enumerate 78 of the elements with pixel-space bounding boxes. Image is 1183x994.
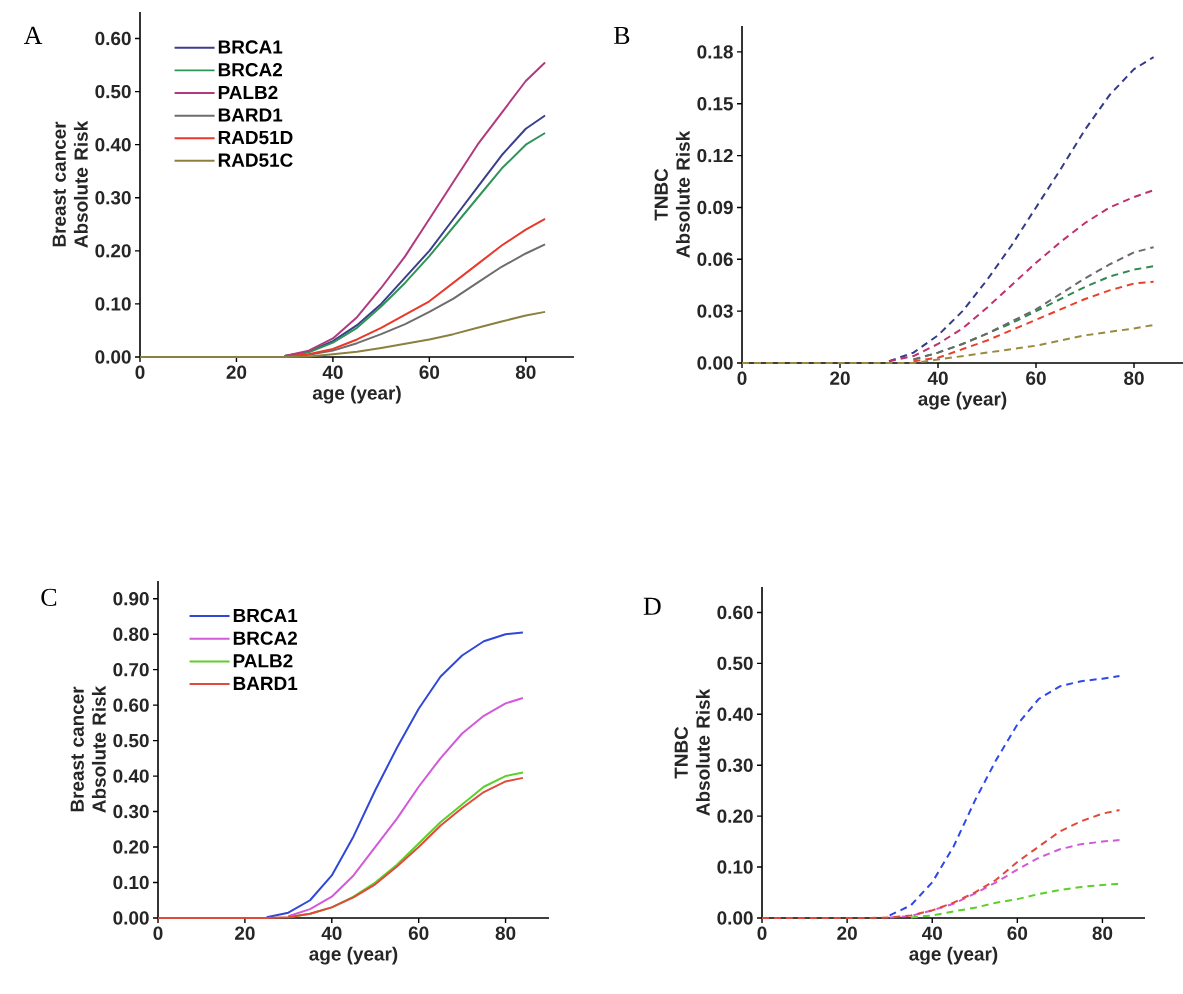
x-tick-label: 60 xyxy=(1026,371,1046,385)
y-tick-label: 0.15 xyxy=(697,97,733,111)
y-tick-label: 0.00 xyxy=(717,911,753,925)
x-tick-label: 40 xyxy=(322,365,343,379)
y-tick-label: 0.20 xyxy=(717,809,753,823)
legend-label: BRCA1 xyxy=(233,608,298,623)
x-axis-title: age (year) xyxy=(309,946,398,965)
y-tick-label: 0.60 xyxy=(717,605,753,620)
y-tick-label: 0.50 xyxy=(113,733,149,748)
x-tick-label: 20 xyxy=(837,926,857,940)
line-series xyxy=(888,56,1155,363)
y-tick-label: 0.40 xyxy=(717,707,753,721)
y-tick-label: 0.50 xyxy=(95,84,131,99)
y-axis-title: TNBC Absolute Risk xyxy=(674,688,710,816)
x-tick-label: 80 xyxy=(1092,926,1113,940)
legend-label: RAD51D xyxy=(218,130,293,145)
y-tick-label: 0.06 xyxy=(697,252,733,266)
line-series xyxy=(888,189,1155,363)
y-tick-label: 0.30 xyxy=(717,758,753,772)
y-tick-label: 0.00 xyxy=(113,911,149,925)
y-tick-label: 0.09 xyxy=(697,200,733,215)
y-tick-label: 0.30 xyxy=(113,804,149,819)
x-tick-label: 60 xyxy=(419,365,440,379)
x-axis-title: age (year) xyxy=(918,391,1007,410)
y-tick-label: 0.60 xyxy=(113,698,149,712)
y-tick-label: 0.40 xyxy=(113,769,149,783)
x-tick-label: 20 xyxy=(830,371,850,385)
x-tick-label: 80 xyxy=(495,926,516,940)
y-tick-label: 0.10 xyxy=(717,860,753,874)
x-tick-label: 40 xyxy=(927,371,948,385)
chart-title: D xyxy=(643,597,661,615)
y-tick-label: 0.03 xyxy=(697,304,733,318)
y-tick-label: 0.70 xyxy=(113,662,149,677)
legend-label: BRCA2 xyxy=(233,631,297,645)
legend-label: BRCA2 xyxy=(218,63,282,77)
y-tick-label: 0.00 xyxy=(95,350,131,364)
line-series xyxy=(888,839,1121,919)
legend-label: PALB2 xyxy=(233,654,293,668)
y-axis-title: TNBC Absolute Risk xyxy=(654,130,690,258)
legend-label: BARD1 xyxy=(233,676,298,690)
y-tick-label: 0.20 xyxy=(113,840,149,854)
y-tick-label: 0.80 xyxy=(113,627,149,641)
line-series xyxy=(888,675,1121,917)
legend-label: BARD1 xyxy=(218,108,283,122)
x-tick-label: 60 xyxy=(1007,926,1028,940)
x-tick-label: 20 xyxy=(235,926,255,940)
x-tick-label: 40 xyxy=(321,926,342,940)
legend-label: RAD51C xyxy=(218,153,293,167)
y-tick-label: 0.12 xyxy=(697,148,733,163)
x-tick-label: 80 xyxy=(1124,371,1144,385)
x-tick-label: 0 xyxy=(153,926,163,940)
x-tick-label: 60 xyxy=(408,926,429,940)
y-tick-label: 0.10 xyxy=(95,297,131,311)
x-tick-label: 0 xyxy=(757,926,767,940)
y-tick-label: 0.10 xyxy=(113,875,149,890)
y-tick-label: 0.60 xyxy=(95,31,131,46)
y-tick-label: 0.30 xyxy=(95,191,131,205)
x-tick-label: 80 xyxy=(515,365,536,379)
x-axis-title: age (year) xyxy=(909,946,998,965)
y-axis-title: Breast cancer Absolute Risk xyxy=(52,120,88,248)
legend-label: PALB2 xyxy=(218,85,278,99)
y-tick-label: 0.18 xyxy=(697,45,733,59)
x-tick-label: 20 xyxy=(226,365,247,379)
y-axis-title: Breast cancer Absolute Risk xyxy=(70,685,106,813)
chart-title: B xyxy=(613,26,630,44)
x-axis-title: age (year) xyxy=(312,385,401,404)
legend-label: BRCA1 xyxy=(218,40,283,54)
y-tick-label: 0.90 xyxy=(113,592,149,606)
chart-title: C xyxy=(41,588,57,607)
x-tick-label: 40 xyxy=(921,926,942,940)
x-tick-label: 0 xyxy=(135,365,145,379)
y-tick-label: 0.50 xyxy=(717,656,753,671)
line-series xyxy=(909,882,1121,919)
y-tick-label: 0.20 xyxy=(95,244,131,258)
chart-title: A xyxy=(23,26,43,44)
y-tick-label: 0.00 xyxy=(697,356,733,370)
y-tick-label: 0.40 xyxy=(95,137,131,152)
x-tick-label: 0 xyxy=(737,371,747,385)
